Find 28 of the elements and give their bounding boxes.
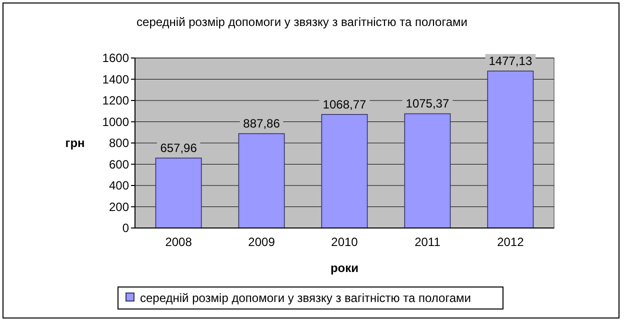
bar (404, 113, 451, 228)
text: 1068,77 (322, 97, 366, 112)
bar (487, 70, 534, 228)
y-tick-label: 800 (108, 136, 130, 150)
y-tick-label: 600 (108, 157, 130, 172)
y-axis-title: грн (65, 136, 85, 150)
y-tick-label: 1400 (102, 72, 130, 86)
chart-title: середній розмір допомоги у звязку з вагітністю та пологами (136, 15, 468, 29)
text: 1075,37 (406, 96, 450, 111)
y-tick-label: 1200 (102, 94, 130, 108)
y-tick-label: 1000 (102, 114, 130, 129)
x-tick-label: 2011 (414, 235, 441, 249)
bar (155, 158, 202, 228)
text: 657,96 (160, 141, 197, 156)
x-tick-label: 2012 (497, 235, 524, 249)
x-axis-title: роки (330, 261, 359, 275)
x-tick-label: 2009 (248, 235, 276, 249)
bar (238, 133, 285, 228)
y-tick-label: 200 (108, 200, 130, 214)
bar (321, 114, 368, 228)
x-tick-label: 2010 (331, 235, 358, 249)
y-tick-label: 1600 (102, 51, 130, 66)
text: 1477,13 (488, 54, 532, 68)
text: 887,86 (243, 116, 280, 131)
y-tick-label: 400 (108, 178, 130, 193)
x-tick-label: 2008 (165, 235, 192, 249)
legend-label: середній розмір допомоги у звязку з вагітністю та пологами (140, 291, 471, 306)
y-tick-label: 0 (122, 221, 130, 236)
